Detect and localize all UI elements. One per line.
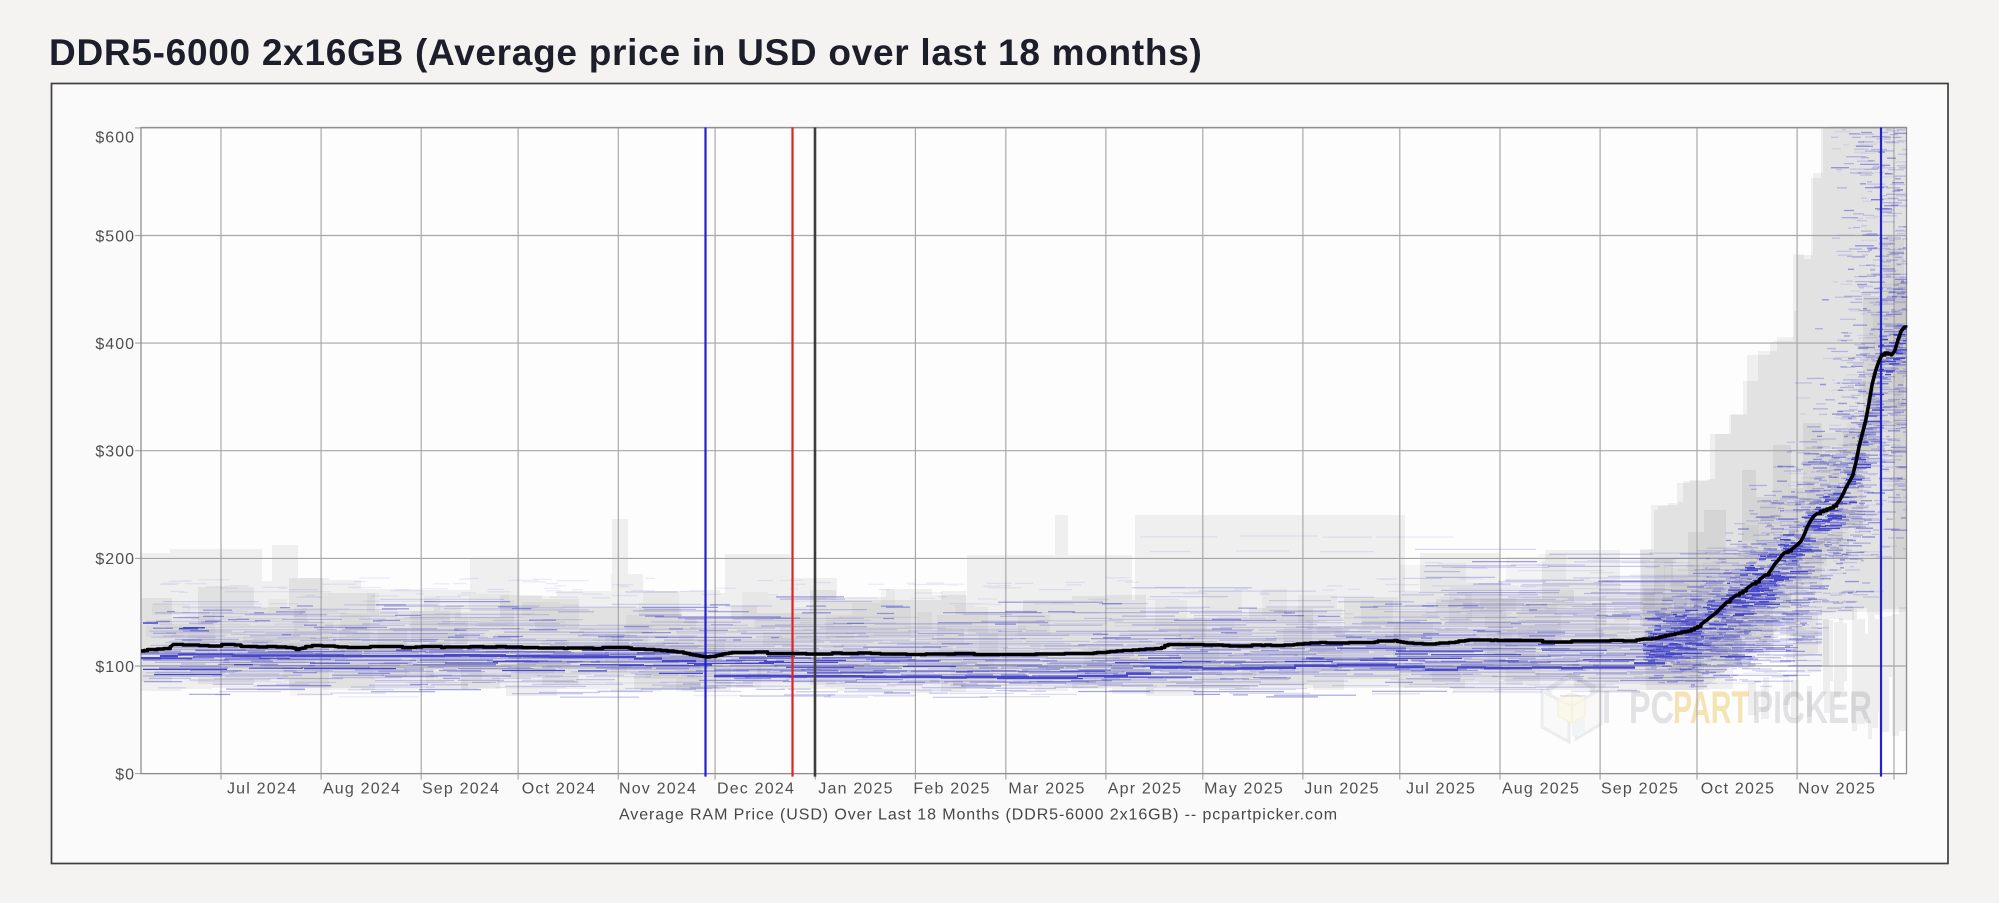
svg-text:Dec 2024: Dec 2024 — [717, 781, 795, 798]
svg-text:Oct 2024: Oct 2024 — [522, 781, 597, 798]
svg-text:Nov 2025: Nov 2025 — [1798, 781, 1876, 798]
svg-text:Jul 2025: Jul 2025 — [1406, 781, 1476, 798]
svg-text:Apr 2025: Apr 2025 — [1108, 781, 1183, 798]
svg-text:Jan 2025: Jan 2025 — [818, 781, 893, 798]
svg-text:$100: $100 — [95, 659, 135, 676]
svg-text:PC: PC — [1629, 682, 1674, 733]
svg-text:Oct 2025: Oct 2025 — [1701, 781, 1776, 798]
svg-text:$0: $0 — [115, 766, 135, 783]
svg-text:Jun 2025: Jun 2025 — [1304, 781, 1379, 798]
svg-text:$200: $200 — [95, 551, 135, 568]
svg-text:Sep 2024: Sep 2024 — [422, 781, 500, 798]
svg-text:$300: $300 — [95, 444, 135, 461]
svg-text:May 2025: May 2025 — [1204, 781, 1284, 798]
svg-text:$500: $500 — [95, 228, 135, 245]
svg-text:Sep 2025: Sep 2025 — [1601, 781, 1679, 798]
svg-text:Average RAM Price (USD) Over L: Average RAM Price (USD) Over Last 18 Mon… — [619, 807, 1338, 824]
svg-text:Mar 2025: Mar 2025 — [1008, 781, 1085, 798]
svg-text:Feb 2025: Feb 2025 — [913, 781, 990, 798]
svg-text:$600: $600 — [95, 130, 135, 147]
svg-text:PART: PART — [1673, 682, 1749, 733]
svg-text:Jul 2024: Jul 2024 — [227, 781, 297, 798]
svg-text:PICKER: PICKER — [1752, 682, 1872, 733]
svg-text:Nov 2024: Nov 2024 — [619, 781, 697, 798]
svg-text:Aug 2025: Aug 2025 — [1502, 781, 1580, 798]
svg-text:Aug 2024: Aug 2024 — [323, 781, 401, 798]
svg-text:$400: $400 — [95, 336, 135, 353]
